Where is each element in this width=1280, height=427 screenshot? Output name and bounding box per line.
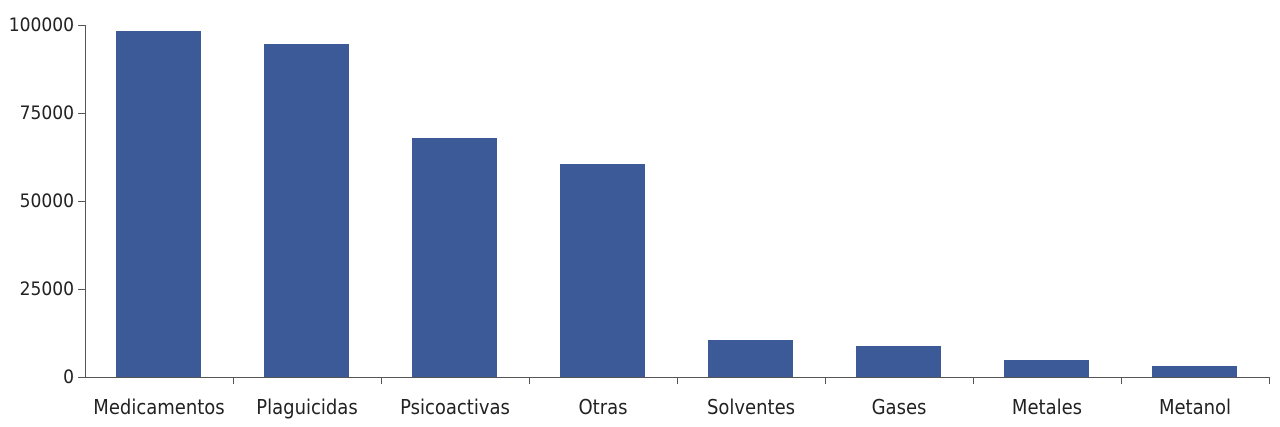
y-tick-mark — [78, 377, 85, 378]
y-tick-label: 50000 — [19, 190, 74, 212]
bar-plaguicidas — [264, 44, 349, 377]
y-tick-label: 25000 — [19, 278, 74, 300]
x-tick-mark — [233, 377, 234, 384]
x-tick-mark — [1269, 377, 1270, 384]
x-tick-label: Solventes — [706, 395, 796, 419]
x-tick-label: Gases — [871, 395, 927, 419]
x-tick-label: Metanol — [1158, 395, 1232, 419]
x-tick-mark — [825, 377, 826, 384]
x-tick-label: Plaguicidas — [256, 395, 358, 419]
y-tick-label: 75000 — [19, 102, 74, 124]
x-tick-mark — [529, 377, 530, 384]
x-tick-label: Metales — [1011, 395, 1083, 419]
y-tick-mark — [78, 201, 85, 202]
y-tick-mark — [78, 113, 85, 114]
y-tick-label: 0 — [63, 366, 74, 388]
x-tick-label: Medicamentos — [93, 395, 225, 419]
y-tick-label: 100000 — [8, 14, 74, 36]
x-tick-mark — [677, 377, 678, 384]
bar-solventes — [708, 340, 793, 377]
bar-medicamentos — [116, 30, 201, 377]
bar-metanol — [1152, 366, 1237, 377]
x-tick-mark — [381, 377, 382, 384]
y-tick-mark — [78, 25, 85, 26]
x-tick-label: Psicoactivas — [400, 395, 510, 419]
bar-gases — [856, 346, 941, 377]
bar-otras — [560, 164, 645, 377]
x-tick-mark — [973, 377, 974, 384]
bar-metales — [1004, 360, 1089, 377]
bar-psicoactivas — [412, 137, 497, 377]
x-tick-label: Otras — [578, 395, 628, 419]
y-axis — [85, 25, 86, 377]
x-tick-mark — [1121, 377, 1122, 384]
y-tick-mark — [78, 289, 85, 290]
